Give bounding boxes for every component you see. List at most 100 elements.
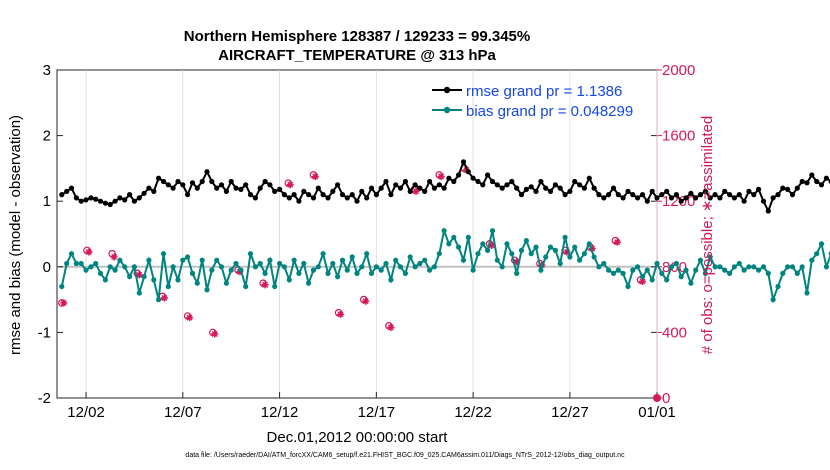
bias-point <box>606 267 612 273</box>
rmse-point <box>639 192 646 198</box>
rmse-point <box>146 185 152 191</box>
x-tick-label: 01/01 <box>638 404 676 421</box>
bias-point <box>354 270 360 276</box>
bias-point <box>427 267 433 273</box>
rmse-point <box>364 195 370 201</box>
bias-point <box>160 251 167 257</box>
rmse-point <box>189 180 196 186</box>
rmse-point <box>175 178 181 185</box>
bias-point <box>693 267 699 273</box>
rmse-point <box>136 195 142 201</box>
rmse-point <box>330 188 336 194</box>
bias-point <box>180 257 186 263</box>
bias-point <box>736 260 742 267</box>
rmse-point <box>214 185 220 191</box>
bias-point <box>320 251 326 257</box>
bias-point <box>635 264 641 270</box>
bias-point <box>402 270 408 276</box>
chart-title-line2: AIRCRAFT_TEMPERATURE @ 313 hPa <box>218 47 496 64</box>
rmse-point <box>630 192 636 198</box>
rmse-point <box>320 192 326 198</box>
bias-point <box>310 267 317 273</box>
rmse-point <box>615 192 621 198</box>
rmse-point <box>431 185 437 191</box>
obs-assimilated-stroke <box>312 173 319 180</box>
bias-point <box>257 260 263 267</box>
obs-assimilated-stroke <box>387 324 394 331</box>
rmse-point <box>344 195 350 201</box>
rmse-point <box>78 198 84 204</box>
bias-point <box>397 264 404 270</box>
data-file-footnote: data file: /Users/raeder/DAI/ATM_forcXX/… <box>185 452 625 459</box>
bias-point <box>78 260 84 267</box>
bias-point <box>586 241 592 247</box>
bias-point <box>499 264 505 270</box>
bias-point <box>368 270 375 276</box>
bias-point <box>136 290 142 296</box>
bias-point <box>649 277 655 283</box>
rmse-point <box>731 195 738 201</box>
bias-point <box>470 267 476 273</box>
bias-point <box>175 277 181 283</box>
rmse-point <box>668 195 675 201</box>
bias-point <box>281 264 287 270</box>
rmse-point <box>456 172 462 178</box>
rmse-point <box>417 185 423 191</box>
rmse-point <box>204 169 210 175</box>
bias-point <box>151 277 157 283</box>
bias-point <box>823 264 830 270</box>
rmse-point <box>620 195 626 201</box>
rmse-point <box>586 175 592 181</box>
rmse-point <box>349 192 355 198</box>
y-right-tick-label: 800 <box>662 259 687 276</box>
bias-point <box>712 264 718 270</box>
rmse-point <box>562 192 568 198</box>
obs-assimilated-marker <box>186 314 194 322</box>
bias-point <box>697 257 704 263</box>
bias-point <box>127 274 133 280</box>
rmse-point <box>809 172 815 178</box>
bias-point <box>301 260 307 267</box>
legend-bias-label: bias grand pr = 0.048299 <box>466 103 633 120</box>
rmse-point <box>441 185 447 191</box>
legend: rmse grand pr = 1.1386 bias grand pr = 0… <box>432 83 633 120</box>
rmse-point <box>427 178 433 185</box>
obs-assimilated-marker <box>160 294 168 302</box>
bias-point <box>141 274 147 280</box>
rmse-point <box>659 192 665 198</box>
rmse-point <box>209 178 215 185</box>
bias-point <box>630 267 636 273</box>
bias-point <box>577 257 583 263</box>
bias-point <box>625 283 631 290</box>
obs-assimilated-marker <box>638 278 646 286</box>
obs-assimilated-marker <box>110 253 118 261</box>
rmse-point <box>727 192 733 198</box>
bias-point <box>185 254 191 260</box>
rmse-point <box>557 185 563 191</box>
bias-point <box>601 260 607 267</box>
rmse-point <box>533 188 539 194</box>
rmse-point <box>247 192 254 198</box>
rmse-point <box>335 182 341 188</box>
bias-point <box>344 267 350 273</box>
rmse-point <box>165 182 171 188</box>
rmse-point <box>799 178 805 185</box>
rmse-point <box>117 195 123 201</box>
bias-point <box>794 270 800 276</box>
obs-assimilated-marker <box>437 173 445 181</box>
rmse-point <box>693 195 699 201</box>
rmse-point <box>610 185 617 191</box>
rmse-point <box>606 192 612 198</box>
bias-point <box>485 247 491 253</box>
bias-point <box>596 264 602 270</box>
obs-assimilated-marker <box>311 173 319 181</box>
bias-point <box>673 260 680 267</box>
rmse-point <box>465 169 471 175</box>
rmse-point <box>93 196 99 202</box>
bias-point <box>359 264 365 270</box>
bias-point <box>388 277 394 283</box>
bias-point <box>330 260 336 267</box>
obs-assimilated-stroke <box>488 242 495 249</box>
bias-point <box>494 257 500 263</box>
